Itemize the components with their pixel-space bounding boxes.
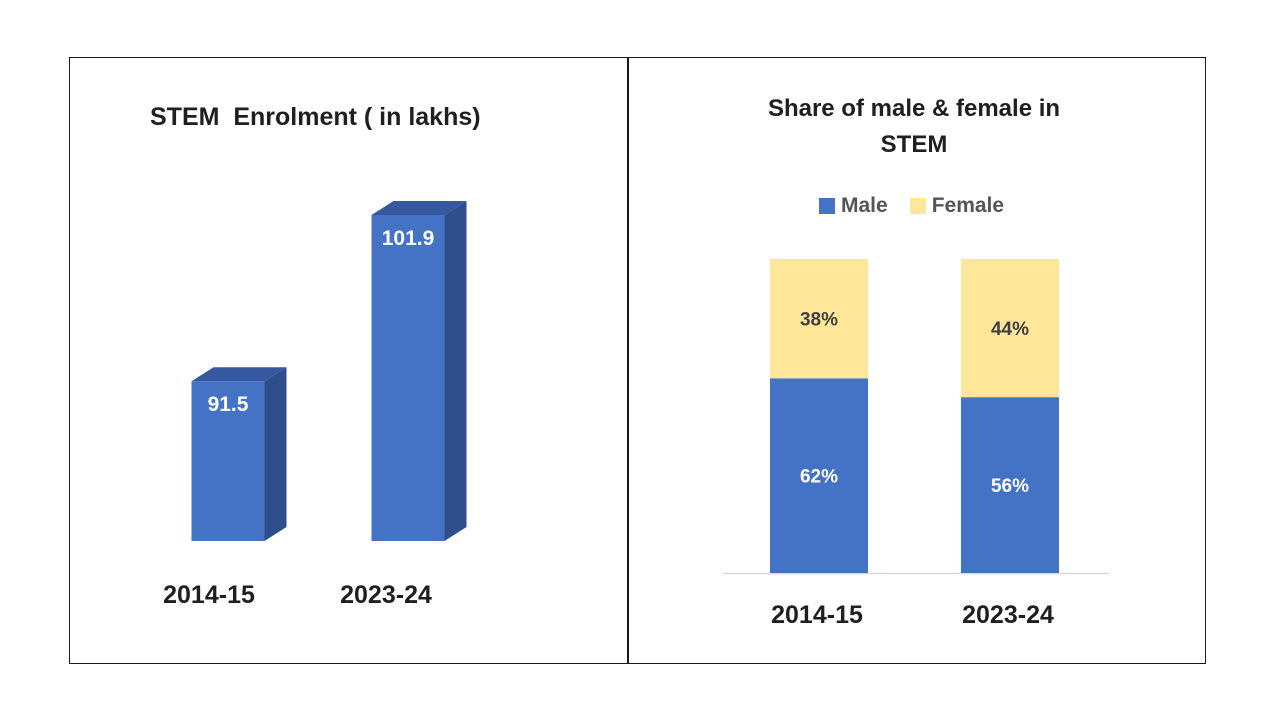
figure-frame [69, 57, 1206, 664]
data-label-female-2023-24: 44% [991, 319, 1029, 340]
data-label-2014-15: 91.5 [208, 393, 249, 416]
gender-share-chart: 62% 38% 2014-15 56% 44% 2023-24 [723, 259, 1109, 629]
bar-male-2014-15 [770, 378, 868, 573]
x-tick-label-2014-15: 2014-15 [771, 601, 863, 629]
legend-label-male: Male [841, 194, 888, 217]
legend-item-male: Male [819, 194, 888, 218]
chart-legend: Male Female [819, 194, 1004, 218]
legend-item-female: Female [909, 194, 1005, 218]
bar-2023-24 [371, 215, 445, 541]
enrolment-chart: 91.5 2014-15 101.9 2023-24 [163, 201, 467, 609]
bar-side-2023-24 [444, 201, 467, 541]
bar-top-2014-15 [191, 367, 287, 382]
data-label-male-2023-24: 56% [991, 476, 1029, 497]
x-tick-label-2023-24: 2023-24 [962, 601, 1054, 629]
bar-female-2014-15 [770, 259, 868, 379]
data-label-2023-24: 101.9 [382, 227, 435, 250]
bar-male-2023-24 [961, 397, 1059, 573]
x-tick-label-2023-24: 2023-24 [340, 581, 432, 609]
data-label-female-2014-15: 38% [800, 310, 838, 331]
legend-swatch-female [909, 198, 926, 214]
gender-share-chart-panel: Share of male & female in STEM Male Fema… [629, 58, 1205, 663]
panel-divider [627, 57, 629, 664]
bar-top-2023-24 [371, 201, 467, 215]
enrolment-chart-title: STEM Enrolment ( in lakhs) [150, 103, 481, 131]
enrolment-chart-panel: STEM Enrolment ( in lakhs) 91.5 2014-15 10… [70, 58, 627, 663]
bar-2014-15 [191, 381, 265, 541]
legend-label-female: Female [931, 194, 1005, 217]
data-label-male-2014-15: 62% [800, 467, 838, 488]
legend-swatch-male [819, 198, 835, 214]
bar-female-2023-24 [961, 259, 1059, 398]
gender-share-chart-title: Share of male & female in STEM [767, 95, 1061, 158]
bar-side-2014-15 [264, 367, 287, 541]
x-tick-label-2014-15: 2014-15 [163, 581, 255, 609]
